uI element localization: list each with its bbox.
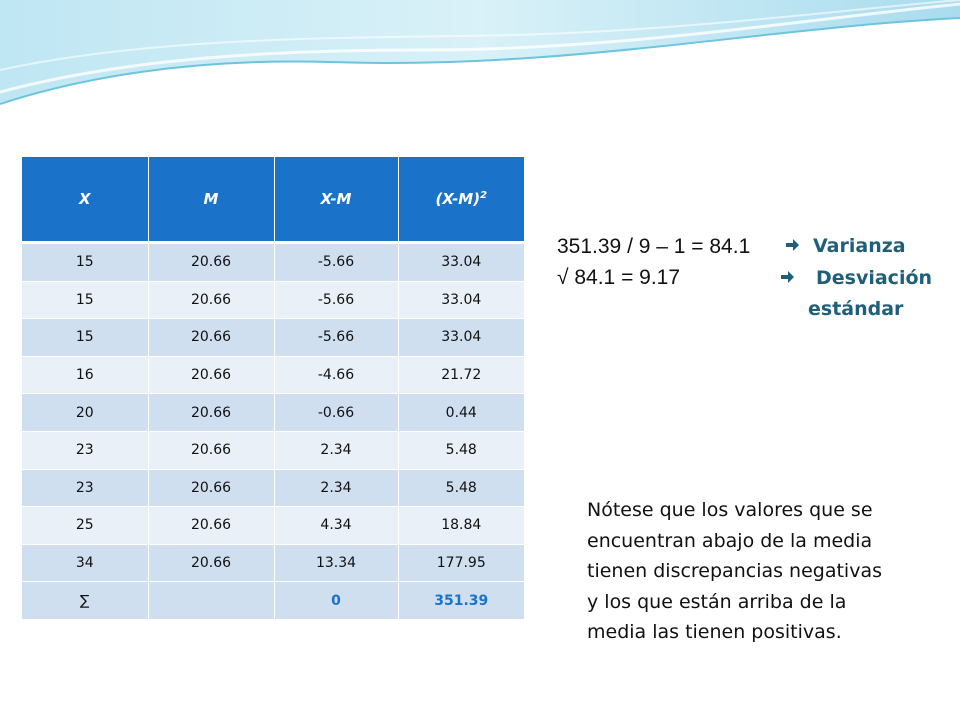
table-row: 15 20.66 -5.66 33.04 [22,242,524,282]
cell-squared-deviation: 33.04 [398,281,524,320]
sum-deviation-total: 0 [274,581,399,620]
cell-x-minus-m: -4.66 [274,356,399,395]
note-line: y los que están arriba de la [587,590,847,613]
decorative-wave-banner [0,0,960,105]
cell-m: 20.66 [148,544,275,583]
arrow-right-icon [781,271,794,283]
cell-x-minus-m: 2.34 [274,431,399,470]
table-row: 20 20.66 -0.66 0.44 [22,393,524,432]
header-squared-text: (X-M) [435,190,481,208]
sum-row: ∑ 0 351.39 [22,581,524,620]
table-row: 16 20.66 -4.66 21.72 [22,356,524,395]
cell-m: 20.66 [148,318,275,357]
cell-x: 23 [22,431,149,470]
table-row: 23 20.66 2.34 5.48 [22,431,524,470]
header-x-minus-m: X-M [274,157,399,244]
sd-label-line1: Desviación [816,267,933,289]
cell-x: 15 [22,318,149,357]
sd-label-line2: estándar [808,298,904,320]
cell-x-minus-m: -5.66 [274,242,399,282]
cell-x-minus-m: -0.66 [274,393,399,432]
sd-formula: √ 84.1 = 9.17 [557,266,681,289]
cell-squared-deviation: 18.84 [398,506,524,545]
cell-x-minus-m: -5.66 [274,318,399,357]
cell-m: 20.66 [148,431,275,470]
note-paragraph: Nótese que los valores que se encuentran… [587,495,947,648]
cell-m: 20.66 [148,281,275,320]
note-line: Nótese que los valores que se [587,499,873,521]
header-x: X [22,157,149,244]
sum-squared-total: 351.39 [398,581,524,620]
cell-squared-deviation: 21.72 [398,356,524,395]
cell-squared-deviation: 5.48 [398,469,524,508]
cell-x: 23 [22,469,149,508]
table-row: 23 20.66 2.34 5.48 [22,469,524,508]
cell-m: 20.66 [148,242,275,282]
sum-symbol: ∑ [22,581,149,620]
table-row: 34 20.66 13.34 177.95 [22,544,524,583]
cell-squared-deviation: 0.44 [398,393,524,432]
arrow-right-icon [786,239,799,251]
cell-x: 25 [22,506,149,545]
cell-x-minus-m: -5.66 [274,281,399,320]
table-row: 15 20.66 -5.66 33.04 [22,318,524,357]
cell-squared-deviation: 177.95 [398,544,524,583]
cell-x-minus-m: 4.34 [274,506,399,545]
cell-x: 15 [22,242,149,282]
variance-label: Varianza [813,235,906,257]
table-row: 15 20.66 -5.66 33.04 [22,281,524,320]
note-line: media las tienen positivas. [587,621,842,643]
note-line: encuentran abajo de la media [587,529,873,552]
cell-x: 34 [22,544,149,583]
table-row: 25 20.66 4.34 18.84 [22,506,524,545]
cell-m: 20.66 [148,506,275,545]
deviation-table: X M X-M (X-M)2 15 20.66 -5.66 33.04 15 20.66-… [22,157,524,620]
cell-x: 20 [22,393,149,432]
table-header-row: X M X-M (X-M)2 [22,157,524,244]
cell-m: 20.66 [148,469,275,508]
sum-empty [148,581,275,620]
header-squared-deviation: (X-M)2 [398,157,524,244]
cell-m: 20.66 [148,356,275,395]
cell-x-minus-m: 2.34 [274,469,399,508]
cell-squared-deviation: 33.04 [398,242,524,282]
cell-x: 15 [22,281,149,320]
variance-formula: 351.39 / 9 – 1 = 84.1 [557,235,751,258]
header-superscript: 2 [480,190,488,201]
header-m: M [148,157,275,244]
note-line: tienen discrepancias negativas [587,560,883,582]
cell-x: 16 [22,356,149,395]
cell-m: 20.66 [148,393,275,432]
cell-x-minus-m: 13.34 [274,544,399,583]
cell-squared-deviation: 5.48 [398,431,524,470]
cell-squared-deviation: 33.04 [398,318,524,357]
